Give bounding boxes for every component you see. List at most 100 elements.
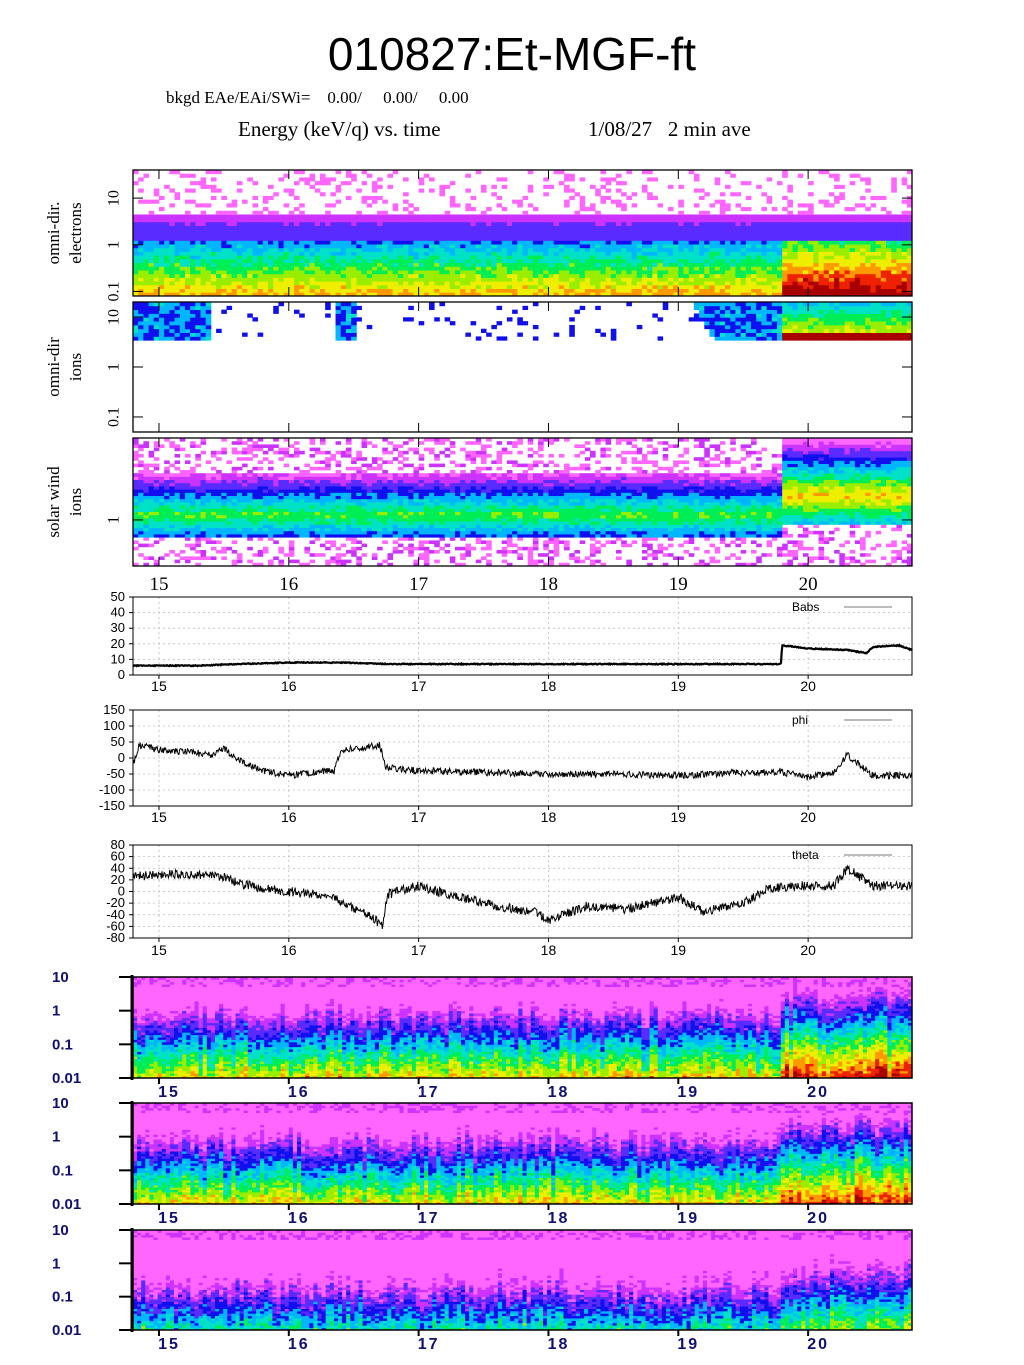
spectrogram-cell [278, 233, 284, 237]
spectrogram-cell [237, 252, 243, 256]
spectrogram-cell [294, 281, 300, 285]
spectrogram-cell [273, 240, 279, 244]
spectrogram-cell [206, 229, 212, 233]
spectrogram-cell [159, 237, 165, 241]
spectrogram-cell [304, 248, 310, 252]
spectrogram-cell [278, 218, 284, 222]
spectrogram-cell [216, 270, 222, 274]
spectrogram-cell [304, 226, 310, 230]
spectrogram-cell [336, 244, 342, 248]
spectrogram-cell [143, 244, 149, 248]
spectrogram-cell [195, 229, 201, 233]
spectrogram-cell [211, 218, 217, 222]
spectrogram-cell [201, 240, 207, 244]
spectrogram-cell [226, 226, 232, 230]
spectrogram-cell [242, 277, 248, 281]
spectrogram-cell [206, 240, 212, 244]
spectrogram-cell [190, 214, 196, 218]
spectrogram-cell [185, 226, 191, 230]
spectrogram-cell [138, 200, 144, 204]
spectrogram-cell [258, 218, 264, 222]
spectrogram-cell [278, 270, 284, 274]
spectrogram-cell [133, 226, 139, 230]
spectrogram-cell [133, 181, 139, 185]
spectrogram-cell [263, 259, 269, 263]
spectrogram-cell [149, 211, 155, 215]
spectrogram-cell [330, 192, 336, 196]
spectrogram-cell [211, 185, 217, 189]
spectrogram-cell [133, 277, 139, 281]
spectrogram-cell [211, 244, 217, 248]
spectrogram-cell [247, 281, 253, 285]
spectrogram-cell [232, 233, 238, 237]
spectrogram-cell [232, 222, 238, 226]
spectrogram-cell [242, 218, 248, 222]
spectrogram-cell [273, 263, 279, 267]
spectrogram-cell [211, 281, 217, 285]
spectrogram-cell [278, 263, 284, 267]
spectrogram-cell [138, 274, 144, 278]
spectrogram-cell [206, 285, 212, 289]
spectrogram-cell [195, 237, 201, 241]
spectrogram-cell [242, 255, 248, 259]
spectrogram-cell [211, 240, 217, 244]
spectrogram-cell [284, 263, 290, 267]
spectrogram-cell [201, 218, 207, 222]
spectrogram-cell [164, 248, 170, 252]
spectrogram-cell [294, 218, 300, 222]
spectrogram-cell [190, 237, 196, 241]
spectrogram-cell [149, 233, 155, 237]
spectrogram-cell [252, 259, 258, 263]
spectrogram-cell [273, 255, 279, 259]
spectrogram-cell [169, 270, 175, 274]
spectrogram-cell [133, 285, 139, 289]
spectrogram-cell [330, 270, 336, 274]
spectrogram-cell [325, 252, 331, 256]
spectrogram-cell [154, 222, 160, 226]
spectrogram-cell [304, 218, 310, 222]
spectrogram-cell [299, 266, 305, 270]
spectrogram-cell [216, 226, 222, 230]
spectrogram-cell [133, 237, 139, 241]
spectrogram-cell [294, 263, 300, 267]
spectrogram-cell [268, 285, 274, 289]
spectrogram-cell [138, 259, 144, 263]
spectrogram-cell [149, 244, 155, 248]
spectrogram-cell [268, 274, 274, 278]
spectrogram-cell [320, 174, 326, 178]
spectrogram-cell [133, 289, 139, 293]
spectrogram-cell [216, 289, 222, 293]
spectrogram-cell [195, 222, 201, 226]
spectrogram-cell [252, 240, 258, 244]
spectrogram-cell [263, 226, 269, 230]
spectrogram-cell [232, 252, 238, 256]
spectrogram-cell [195, 248, 201, 252]
spectrogram-cell [247, 218, 253, 222]
spectrogram-cell [206, 214, 212, 218]
spectrogram-cell [221, 226, 227, 230]
spectrogram-cell [169, 266, 175, 270]
spectrogram-cell [278, 222, 284, 226]
spectrogram-cell [315, 277, 321, 281]
spectrogram-cell [175, 289, 181, 293]
spectrogram-cell [154, 252, 160, 256]
spectrogram-cell [149, 229, 155, 233]
spectrogram-cell [299, 240, 305, 244]
spectrogram-cell [258, 240, 264, 244]
spectrogram-cell [268, 259, 274, 263]
spectrogram-cell [263, 281, 269, 285]
spectrogram-cell [310, 248, 316, 252]
spectrogram-cell [278, 289, 284, 293]
spectrogram-cell [299, 259, 305, 263]
spectrogram-cell [169, 263, 175, 267]
spectrogram-cell [180, 281, 186, 285]
spectrogram-cell [175, 270, 181, 274]
spectrogram-cell [304, 255, 310, 259]
spectrogram-cell [247, 244, 253, 248]
spectrogram-cell [263, 218, 269, 222]
spectrogram-cell [159, 229, 165, 233]
spectrogram-cell [330, 237, 336, 241]
spectrogram-cell [294, 226, 300, 230]
spectrogram-cell [278, 266, 284, 270]
spectrogram-cell [310, 270, 316, 274]
